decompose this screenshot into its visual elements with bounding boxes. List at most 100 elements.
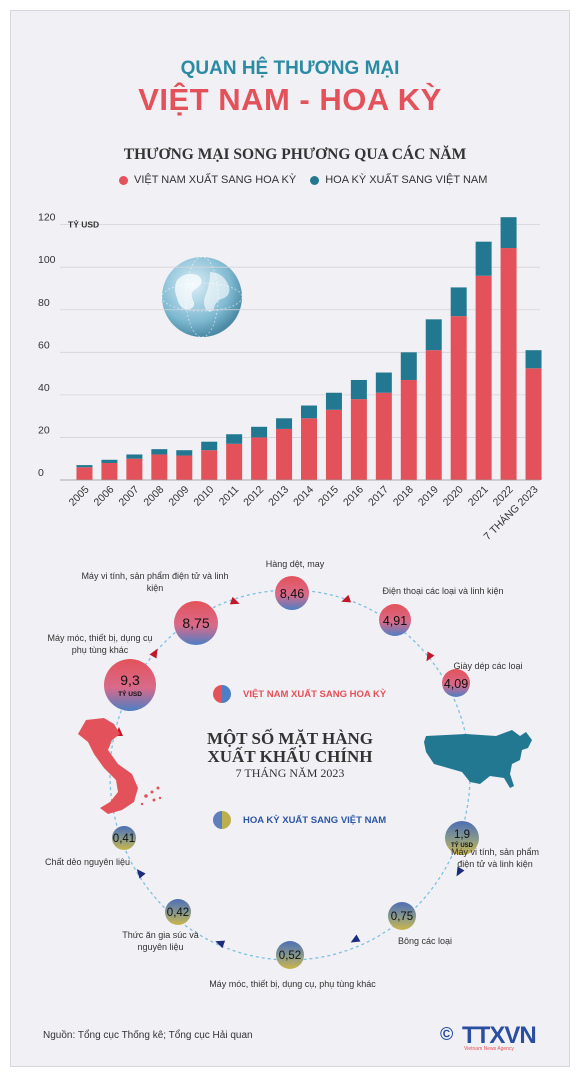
bar-us [251,426,268,438]
bar-vn [450,316,467,480]
ring-arrow-icon [341,594,352,603]
bar-us [375,372,392,393]
ring-arrow-icon [456,866,465,877]
x-tick-label: 2014 [291,484,316,509]
vn-bubble [275,576,309,610]
vn-bubble-value: 8,75 [182,615,209,631]
us-item-1-label: Máy vi tính, sản phẩm điện tử và linh ki… [450,847,540,869]
bar-us [425,319,442,351]
bar-vn [176,455,193,480]
x-tick-label: 2016 [341,484,366,509]
y-tick-label: 20 [38,424,50,436]
vn-bubble-value: 4,91 [383,614,407,628]
us-bubble [388,902,416,930]
infographic-frame [10,10,570,1067]
bar-us [475,241,492,276]
copyright-icon: © [440,1024,454,1044]
items-legend-us-label: HOA KỲ XUẤT SANG VIỆT NAM [243,814,387,826]
y-tick-label: 80 [38,297,50,309]
bar-vn [201,450,218,480]
us-bubble [112,826,136,850]
legend-label-vn: VIỆT NAM XUẤT SANG HOA KỲ [134,174,297,186]
bar-vn [400,379,417,480]
ring-arrow-icon [149,648,158,659]
vn-bubble-value: 8,46 [280,587,304,601]
bar-us [301,405,317,419]
us-bubble-value: 1,9 [454,829,470,841]
bar-vn [425,350,442,480]
bar-vn [126,458,143,480]
vn-item-3-label: Hàng dệt, may [265,559,325,569]
vn-bubble [379,604,411,636]
legend-dot-us [310,175,320,185]
us-bubble-value: 0,42 [167,907,189,919]
items-legend-vn-label: VIỆT NAM XUẤT SANG HOA KỲ [243,688,387,700]
bar-vn [350,399,367,480]
vn-item-4-label: Điện thoại các loại và linh kiện [382,586,504,596]
bar-vn [325,409,342,480]
bar-us [176,450,193,456]
x-tick-label: 2018 [391,484,416,509]
title-line2: VIỆT NAM - HOA KỲ [138,82,442,117]
bar-us [101,459,118,463]
bar-us [76,465,93,468]
vietnam-map-icon [78,718,162,814]
chart-subtitle: THƯƠNG MẠI SONG PHƯƠNG QUA CÁC NĂM [123,146,467,163]
items-title-line1: MỘT SỐ MẶT HÀNG [206,729,374,748]
bar-vn [151,454,168,480]
vn-item-1-label: Máy móc, thiết bị, dụng cụ phụ tùng khác [47,633,153,655]
ttxvn-logo: © TTXVN Vietnam News Agency [440,1022,550,1054]
items-period: 7 THÁNG NĂM 2023 [235,766,345,780]
vn-bubble [442,669,470,697]
usa-map-icon [424,730,532,788]
us-item-2-label: Bông các loại [397,936,453,946]
us-bubble-value: 0,52 [279,950,301,962]
bar-us [151,449,168,455]
x-tick-label: 2021 [466,484,491,509]
y-tick-label: 40 [38,382,50,394]
bar-vn [101,462,118,480]
items-title-line2: XUẤT KHẨU CHÍNH [207,746,373,766]
bar-vn [251,437,268,480]
items-title: MỘT SỐ MẶT HÀNG XUẤT KHẨU CHÍNH [165,730,415,766]
us-bubble-value: 0,41 [113,833,135,845]
x-tick-label: 2015 [316,484,341,509]
ring-arrow-icon [229,596,240,605]
us-bubble [276,941,304,969]
x-tick-label: 2019 [416,484,441,509]
logo-text: TTXVN [462,1022,537,1049]
vn-bubble-value: 4,09 [444,677,468,691]
items-legend-us: HOA KỲ XUẤT SANG VIỆT NAM [213,811,386,829]
y-tick-label: 60 [38,339,50,351]
us-item-4-label: Thức ăn gia súc và nguyên liệu [122,930,199,952]
x-tick-label: 2011 [217,484,242,509]
bar-us [325,392,342,410]
legend-dot-vn-items [213,685,231,703]
legend-label-us: HOA KỲ XUẤT SANG VIỆT NAM [325,174,488,186]
vn-item-5-label: Giày dép các loại [453,661,523,671]
bar-chart: 0 20 40 60 80 100 120 TỶ USD 2005 2006 2007 2008 200… [38,212,542,543]
x-tick-label: 2009 [166,484,191,509]
ring-arrow-icon [215,940,226,949]
us-bubble [445,821,479,855]
vn-bubble [104,659,156,711]
bar-us [525,350,542,369]
us-item-3-label: Máy móc, thiết bị, dụng cụ, phụ tùng khá… [209,979,376,989]
bar-us [400,352,417,380]
x-tick-label: 2012 [241,484,266,509]
ring-arrow-icon [426,651,435,662]
bar-vn [375,392,392,480]
x-tick-label: 2005 [67,484,92,509]
y-unit-label: TỶ USD [68,219,99,230]
x-tick-label: 2020 [441,484,466,509]
legend-dot-us-items [213,811,231,829]
us-bubble-unit: TỶ USD [451,842,474,849]
bar-vn [276,428,293,480]
vn-item-2-label: Máy vi tính, sản phẩm điện tử và linh ki… [81,571,229,593]
items-legend-vn: VIỆT NAM XUẤT SANG HOA KỲ [213,685,386,703]
y-tick-label: 0 [38,467,44,479]
x-tick-label: 2013 [266,484,291,509]
logo-subtext: Vietnam News Agency [464,1046,514,1052]
ring-arrow-icon [136,869,146,879]
bar-us [201,441,218,451]
